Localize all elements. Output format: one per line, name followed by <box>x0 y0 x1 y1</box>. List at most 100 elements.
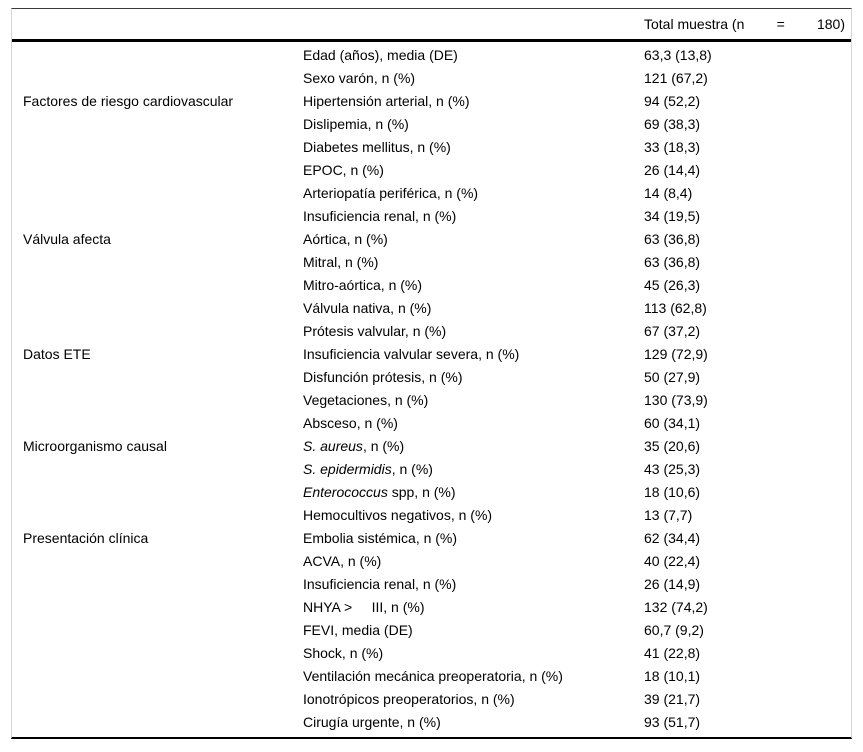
variable-cell: Hemocultivos negativos, n (%) <box>303 504 644 527</box>
variable-cell: Válvula nativa, n (%) <box>303 297 644 320</box>
variable-italic-part: S. epidermidis <box>303 461 392 477</box>
value-cell: 33 (18,3) <box>644 139 701 155</box>
value-cell: 63,3 (13,8) <box>644 47 712 63</box>
category-cell <box>23 67 303 90</box>
value-cell: 63 (36,8) <box>644 254 701 270</box>
category-cell <box>23 113 303 136</box>
variable-text-part: Vegetaciones, n (%) <box>303 392 429 408</box>
variable-cell: Disfunción prótesis, n (%) <box>303 366 644 389</box>
variable-text-part: Prótesis valvular, n (%) <box>303 323 447 339</box>
variable-cell: ACVA, n (%) <box>303 550 644 573</box>
variable-cell: S. epidermidis, n (%) <box>303 458 644 481</box>
header-total-label-left: Total muestra (n <box>644 16 745 32</box>
category-cell <box>23 711 303 734</box>
variable-text-part: spp, n (%) <box>387 484 456 500</box>
table-row: Disfunción prótesis, n (%) 50 (27,9) <box>12 366 851 389</box>
table-header-row: Total muestra (n = 180) <box>12 9 851 42</box>
variable-text-part: Sexo varón, n (%) <box>303 70 416 86</box>
table-row: Insuficiencia renal, n (%) 34 (19,5) <box>12 205 851 228</box>
value-cell: 63 (36,8) <box>644 231 701 247</box>
category-cell <box>23 504 303 527</box>
value-cell: 13 (7,7) <box>644 507 693 523</box>
category-cell <box>23 159 303 182</box>
variable-cell: S. aureus, n (%) <box>303 435 644 458</box>
table-row: Datos ETE Insuficiencia valvular severa,… <box>12 343 851 366</box>
value-cell: 43 (25,3) <box>644 461 701 477</box>
value-cell: 69 (38,3) <box>644 116 701 132</box>
category-cell <box>23 458 303 481</box>
value-cell: 94 (52,2) <box>644 93 701 109</box>
table-row: Prótesis valvular, n (%) 67 (37,2) <box>12 320 851 343</box>
table-row: S. epidermidis, n (%) 43 (25,3) <box>12 458 851 481</box>
variable-text-part: Mitral, n (%) <box>303 254 379 270</box>
value-cell: 62 (34,4) <box>644 530 701 546</box>
patient-characteristics-table: Total muestra (n = 180) Edad (años), med… <box>11 8 852 739</box>
variable-text-part: Shock, n (%) <box>303 645 384 661</box>
table-row: Absceso, n (%) 60 (34,1) <box>12 412 851 435</box>
category-cell <box>23 136 303 159</box>
variable-text-part: Ventilación mecánica preoperatoria, n (%… <box>303 668 563 684</box>
table-row: EPOC, n (%) 26 (14,4) <box>12 159 851 182</box>
value-cell: 60,7 (9,2) <box>644 622 704 638</box>
category-cell <box>23 297 303 320</box>
variable-cell: Prótesis valvular, n (%) <box>303 320 644 343</box>
variable-cell: Mitro-aórtica, n (%) <box>303 274 644 297</box>
value-cell: 39 (21,7) <box>644 691 701 707</box>
table-row: Edad (años), media (DE) 63,3 (13,8) <box>12 44 851 67</box>
variable-italic-part: Enterococcus <box>303 484 388 500</box>
variable-cell: Vegetaciones, n (%) <box>303 389 644 412</box>
variable-italic-part: S. aureus <box>303 438 363 454</box>
variable-text-part: Arteriopatía periférica, n (%) <box>303 185 479 201</box>
category-cell: Presentación clínica <box>23 530 149 546</box>
table-row: Cirugía urgente, n (%) 93 (51,7) <box>12 711 851 734</box>
variable-cell: Ionotrópicos preoperatorios, n (%) <box>303 688 644 711</box>
variable-text-part: Hipertensión arterial, n (%) <box>303 93 470 109</box>
variable-cell: Sexo varón, n (%) <box>303 67 644 90</box>
header-total-n-value: 180) <box>816 16 845 32</box>
variable-cell: Diabetes mellitus, n (%) <box>303 136 644 159</box>
variable-cell: Arteriopatía periférica, n (%) <box>303 182 644 205</box>
variable-text-part: Cirugía urgente, n (%) <box>303 714 441 730</box>
category-cell <box>23 389 303 412</box>
value-cell: 14 (8,4) <box>644 185 693 201</box>
variable-text-part: FEVI, media (DE) <box>303 622 413 638</box>
table-row: Ionotrópicos preoperatorios, n (%) 39 (2… <box>12 688 851 711</box>
variable-text-part: Mitro-aórtica, n (%) <box>303 277 423 293</box>
value-cell: 18 (10,6) <box>644 484 701 500</box>
variable-text-part: Insuficiencia renal, n (%) <box>303 576 457 592</box>
variable-text-part: Dislipemia, n (%) <box>303 116 409 132</box>
variable-cell: Insuficiencia renal, n (%) <box>303 205 644 228</box>
table-row: NHYA > III, n (%) 132 (74,2) <box>12 596 851 619</box>
category-cell <box>23 596 303 619</box>
category-cell <box>23 44 303 67</box>
value-cell: 60 (34,1) <box>644 415 701 431</box>
value-cell: 34 (19,5) <box>644 208 701 224</box>
category-cell <box>23 688 303 711</box>
value-cell: 41 (22,8) <box>644 645 701 661</box>
value-cell: 50 (27,9) <box>644 369 701 385</box>
variable-cell: Insuficiencia renal, n (%) <box>303 573 644 596</box>
variable-text-part: ACVA, n (%) <box>303 553 382 569</box>
value-cell: 18 (10,1) <box>644 668 701 684</box>
variable-text-part: , n (%) <box>362 438 405 454</box>
table-row: Válvula afecta Aórtica, n (%) 63 (36,8) <box>12 228 851 251</box>
value-cell: 26 (14,4) <box>644 162 701 178</box>
table-row: Factores de riesgo cardiovascular Hipert… <box>12 90 851 113</box>
category-cell <box>23 251 303 274</box>
category-cell: Microorganismo causal <box>23 438 167 454</box>
table-row: Enterococcus spp, n (%) 18 (10,6) <box>12 481 851 504</box>
table-row: Hemocultivos negativos, n (%) 13 (7,7) <box>12 504 851 527</box>
variable-cell: Shock, n (%) <box>303 642 644 665</box>
variable-cell: Dislipemia, n (%) <box>303 113 644 136</box>
variable-text-part: Edad (años), media (DE) <box>303 47 458 63</box>
category-cell <box>23 412 303 435</box>
variable-text-part: Diabetes mellitus, n (%) <box>303 139 451 155</box>
variable-cell: Edad (años), media (DE) <box>303 44 644 67</box>
table-row: Mitro-aórtica, n (%) 45 (26,3) <box>12 274 851 297</box>
table-row: Shock, n (%) 41 (22,8) <box>12 642 851 665</box>
value-cell: 129 (72,9) <box>644 346 708 362</box>
value-cell: 40 (22,4) <box>644 553 701 569</box>
variable-text-part: Insuficiencia valvular severa, n (%) <box>303 346 520 362</box>
header-total-cell: Total muestra (n = 180) <box>644 16 845 32</box>
category-cell <box>23 182 303 205</box>
